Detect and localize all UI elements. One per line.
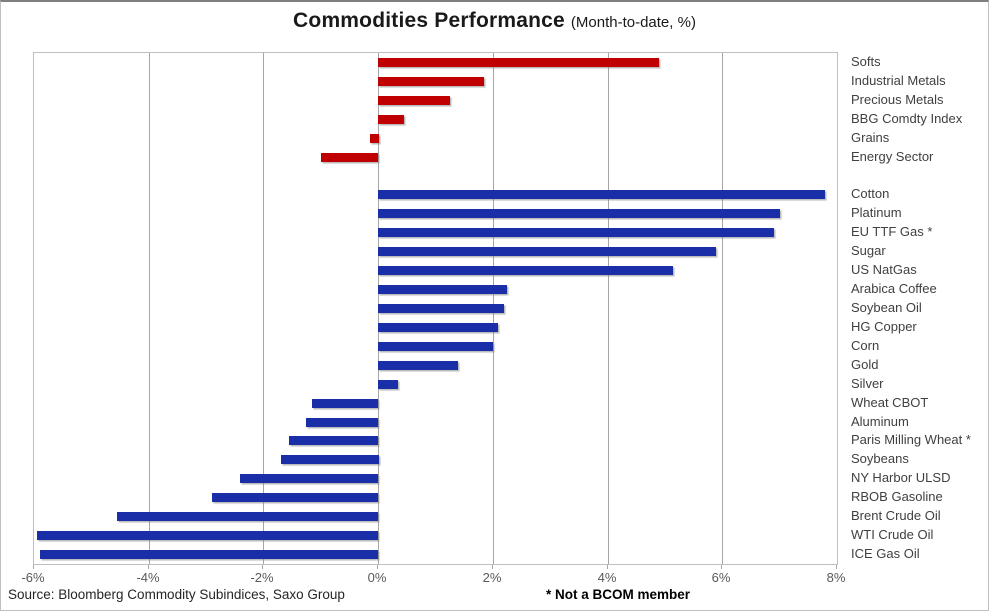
- bar: [378, 228, 774, 237]
- category-label: Industrial Metals: [851, 72, 946, 88]
- bar: [378, 190, 825, 199]
- bar: [378, 209, 780, 218]
- bar: [378, 58, 659, 67]
- bar: [378, 323, 498, 332]
- category-label: Soybeans: [851, 451, 909, 467]
- tickmark: [148, 565, 149, 569]
- x-axis-tick-labels: -6% -4% -2% 0% 2% 4% 6% 8%: [21, 570, 845, 586]
- bar: [117, 512, 378, 521]
- tick-label: -4%: [136, 570, 160, 585]
- category-label: RBOB Gasoline: [851, 489, 943, 505]
- category-label: Wheat CBOT: [851, 394, 929, 410]
- category-label: Sugar: [851, 243, 886, 259]
- category-label: NY Harbor ULSD: [851, 470, 951, 486]
- bar: [37, 531, 378, 540]
- tickmark: [836, 565, 837, 569]
- bar: [378, 115, 404, 124]
- category-label: Cotton: [851, 186, 890, 202]
- category-label: US NatGas: [851, 262, 917, 278]
- tick-label: 0%: [367, 570, 387, 585]
- bar: [289, 436, 378, 445]
- category-label: Grains: [851, 129, 890, 145]
- chart-title-suffix: (Month-to-date, %): [570, 14, 696, 31]
- bar: [378, 304, 504, 313]
- tickmark: [33, 565, 34, 569]
- plot-area: [33, 52, 838, 565]
- category-label: Gold: [851, 356, 879, 372]
- category-label: Precious Metals: [851, 91, 944, 107]
- category-label: Platinum: [851, 205, 902, 221]
- gridline: [149, 53, 150, 564]
- category-label: Brent Crude Oil: [851, 508, 941, 524]
- x-axis-tickmarks: [33, 565, 840, 570]
- bar: [321, 153, 378, 162]
- bar: [378, 342, 493, 351]
- bar: [40, 550, 378, 559]
- tickmark: [607, 565, 608, 569]
- bar: [378, 361, 458, 370]
- bar: [370, 134, 379, 143]
- bar: [378, 380, 398, 389]
- bar: [378, 96, 450, 105]
- category-label: Softs: [851, 53, 881, 69]
- category-label: Aluminum: [851, 413, 909, 429]
- tick-label: -2%: [250, 570, 274, 585]
- tick-label: 8%: [826, 570, 846, 585]
- gridline: [263, 53, 264, 564]
- category-label: WTI Crude Oil: [851, 527, 934, 543]
- bar: [281, 455, 379, 464]
- category-label: Silver: [851, 375, 884, 391]
- chart-title: Commodities Performance (Month-to-date, %…: [0, 9, 989, 33]
- category-label: Arabica Coffee: [851, 281, 937, 297]
- bar: [312, 399, 378, 408]
- tick-label: -6%: [21, 570, 45, 585]
- category-label: EU TTF Gas *: [851, 224, 933, 240]
- bar: [306, 418, 378, 427]
- bar: [378, 266, 673, 275]
- bcom-footnote: * Not a BCOM member: [546, 587, 691, 602]
- tickmark: [262, 565, 263, 569]
- gridline: [722, 53, 723, 564]
- chart-title-main: Commodities Performance: [293, 9, 565, 32]
- category-label: ICE Gas Oil: [851, 546, 920, 562]
- tick-label: 2%: [482, 570, 502, 585]
- category-label: Corn: [851, 337, 880, 353]
- bar: [378, 247, 716, 256]
- tick-label: 4%: [597, 570, 617, 585]
- tickmark: [377, 565, 378, 569]
- tickmark: [721, 565, 722, 569]
- category-label: Soybean Oil: [851, 299, 922, 315]
- category-label: Energy Sector: [851, 148, 934, 164]
- category-label: HG Copper: [851, 318, 917, 334]
- bar: [378, 77, 484, 86]
- bar: [212, 493, 378, 502]
- bar: [378, 285, 507, 294]
- category-label: Paris Milling Wheat *: [851, 432, 971, 448]
- bar: [240, 474, 378, 483]
- tick-label: 6%: [711, 570, 731, 585]
- source-caption: Source: Bloomberg Commodity Subindices, …: [8, 587, 345, 602]
- category-label: BBG Comdty Index: [851, 110, 963, 126]
- category-labels: Softs Industrial Metals Precious Metals BBG…: [851, 52, 983, 565]
- tickmark: [492, 565, 493, 569]
- gridline: [608, 53, 609, 564]
